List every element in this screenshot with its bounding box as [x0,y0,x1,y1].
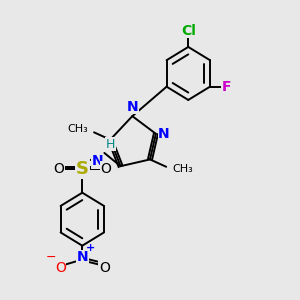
Text: CH₃: CH₃ [68,124,88,134]
Text: N: N [91,154,103,168]
Text: N: N [76,250,88,265]
Text: N: N [127,100,138,114]
Text: +: + [86,243,95,253]
Text: O: O [55,261,66,275]
Text: H: H [106,138,115,151]
Text: F: F [221,80,231,94]
Text: Cl: Cl [181,24,196,38]
Text: O: O [100,162,111,176]
Text: O: O [99,261,110,275]
Text: −: − [45,251,56,264]
Text: S: S [76,160,89,178]
Text: CH₃: CH₃ [172,164,193,174]
Text: N: N [158,127,170,141]
Text: O: O [53,162,64,176]
